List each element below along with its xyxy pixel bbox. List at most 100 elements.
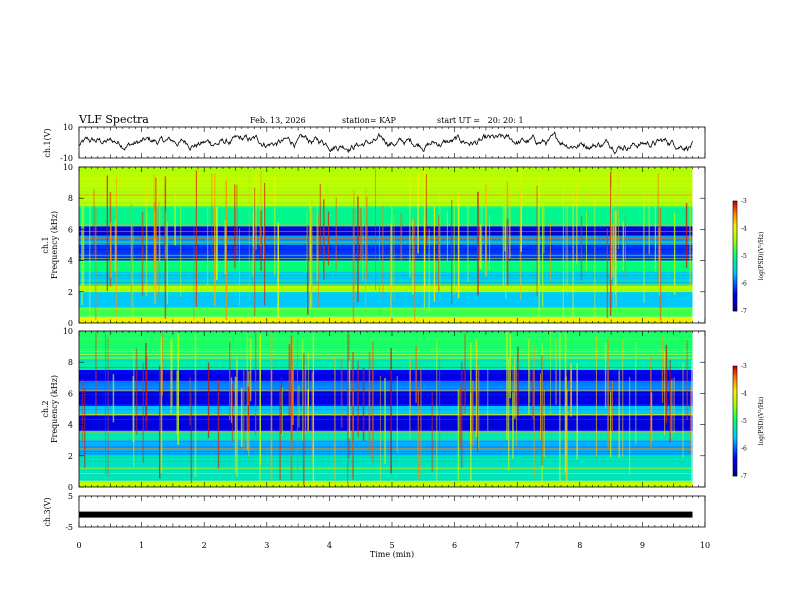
spectrogram-sferic [291, 368, 293, 445]
spectrogram-sferic [280, 376, 282, 435]
spectrogram-row [79, 420, 693, 422]
spectrogram-row [79, 362, 693, 364]
colorbar-step [733, 287, 737, 290]
spectrogram-sferic [665, 344, 668, 424]
ch3-signal-line [79, 511, 693, 518]
spectrogram-sferic [414, 218, 416, 322]
ch1-waveform-ticks [78, 127, 706, 158]
colorbar-step [733, 230, 737, 233]
spectrogram-sferic [375, 167, 377, 290]
colorbar-step [733, 224, 737, 227]
spectrogram-tone [79, 308, 693, 310]
spectrogram-sferic [362, 194, 364, 281]
spectrogram-row [79, 443, 693, 445]
spectrogram-sferic [234, 376, 237, 473]
spectrogram-row [79, 234, 693, 236]
spectrogram-sferic [252, 211, 254, 277]
colorbar-step [733, 241, 737, 244]
colorbar-step [733, 424, 737, 427]
spectrogram-sferic [428, 228, 430, 314]
spectrogram-sferic [307, 351, 309, 406]
spectrogram-sferic [319, 183, 322, 254]
spectrogram-sferic [643, 187, 645, 303]
spectrogram-sferic [260, 210, 262, 271]
colorbar-step [733, 419, 737, 422]
ch1-colorbar-tick-labels: -3 -4 -5 -6 -7 [741, 198, 747, 315]
spectrogram-sferic [360, 207, 362, 261]
spectrogram-sferic [559, 332, 561, 487]
spectrogram-sferic [417, 388, 420, 480]
spectrogram-row [79, 386, 693, 388]
colorbar-step [733, 276, 737, 279]
spectrogram-sferic [177, 333, 180, 445]
spectrogram-sferic [478, 364, 480, 450]
spectrogram-sferic [158, 201, 160, 303]
spectrogram-sferic [348, 360, 351, 439]
spectrogram-sferic [390, 223, 392, 316]
spectrogram-row [79, 393, 693, 395]
spectrogram-sferic [141, 211, 144, 296]
spectrogram-row [79, 336, 693, 338]
freq-tick-label: 8 [68, 194, 73, 203]
colorbar-step [733, 377, 737, 380]
spectrogram-sferic [255, 332, 257, 436]
colorbar-step [733, 237, 737, 240]
colorbar-step [733, 470, 737, 473]
spectrogram-sferic [391, 167, 393, 293]
spectrogram-sferic [379, 206, 381, 316]
spectrogram-sferic [189, 377, 191, 426]
spectrogram-sferic [234, 184, 236, 269]
spectrogram-sferic [658, 227, 660, 296]
spectrogram-row [79, 216, 693, 218]
colorbar-step [733, 263, 737, 266]
spectrogram-sferic [459, 386, 461, 445]
ch3-ytick-bottom: -5 [65, 523, 73, 532]
spectrogram-sferic [570, 362, 572, 417]
spectrogram-tone [79, 367, 693, 368]
colorbar-step [733, 413, 737, 416]
colorbar-step [733, 201, 737, 204]
spectrogram-sferic [217, 379, 220, 469]
colorbar-step [733, 430, 737, 433]
colorbar-step [733, 226, 737, 229]
spectrogram-sferic [165, 212, 167, 259]
spectrogram-row [79, 289, 693, 291]
spectrogram-sferic [114, 220, 117, 272]
colorbar-step [733, 254, 737, 257]
spectrogram-row [79, 229, 693, 231]
freq-tick-label: 2 [68, 452, 73, 461]
spectrogram-sferic [423, 218, 425, 309]
spectrogram-sferic [622, 221, 624, 271]
colorbar-step [733, 268, 737, 271]
spectrogram-row [79, 396, 693, 398]
spectrogram-sferic [529, 333, 531, 403]
spectrogram-sferic [166, 222, 169, 305]
spectrogram-sferic [162, 333, 163, 396]
spectrogram-sferic [673, 377, 675, 433]
spectrogram-sferic [472, 380, 474, 447]
spectrogram-sferic [340, 358, 343, 428]
spectrogram-row [79, 436, 693, 438]
spectrogram-sferic [610, 391, 612, 458]
spectrogram-row [79, 360, 693, 362]
ch1-spectrogram-panel: 0 2 4 6 8 10 ch.1 Frequency (kHz) [41, 163, 706, 328]
spectrogram-sferic [146, 212, 148, 260]
spectrogram-sferic [253, 187, 256, 317]
spectrogram-sferic [270, 333, 273, 481]
spectrogram-sferic [288, 344, 291, 416]
spectrogram-sferic [247, 386, 250, 432]
ch3-panel: 5 -5 ch.3(V) [43, 492, 706, 532]
spectrogram-sferic [663, 351, 666, 436]
spectrogram-sferic [84, 388, 86, 469]
spectrogram-row [79, 236, 693, 238]
spectrogram-sferic [277, 222, 280, 323]
spectrogram-sferic [585, 210, 587, 271]
colorbar-step [733, 395, 737, 398]
freq-tick-label: 2 [68, 288, 73, 297]
spectrogram-sferic [335, 197, 337, 270]
ch1-colorbar-gradient [733, 201, 737, 312]
spectrogram-sferic [311, 200, 313, 307]
spectrogram-sferic [142, 362, 144, 463]
spectrogram-row [79, 351, 693, 353]
spectrogram-row [79, 416, 693, 418]
